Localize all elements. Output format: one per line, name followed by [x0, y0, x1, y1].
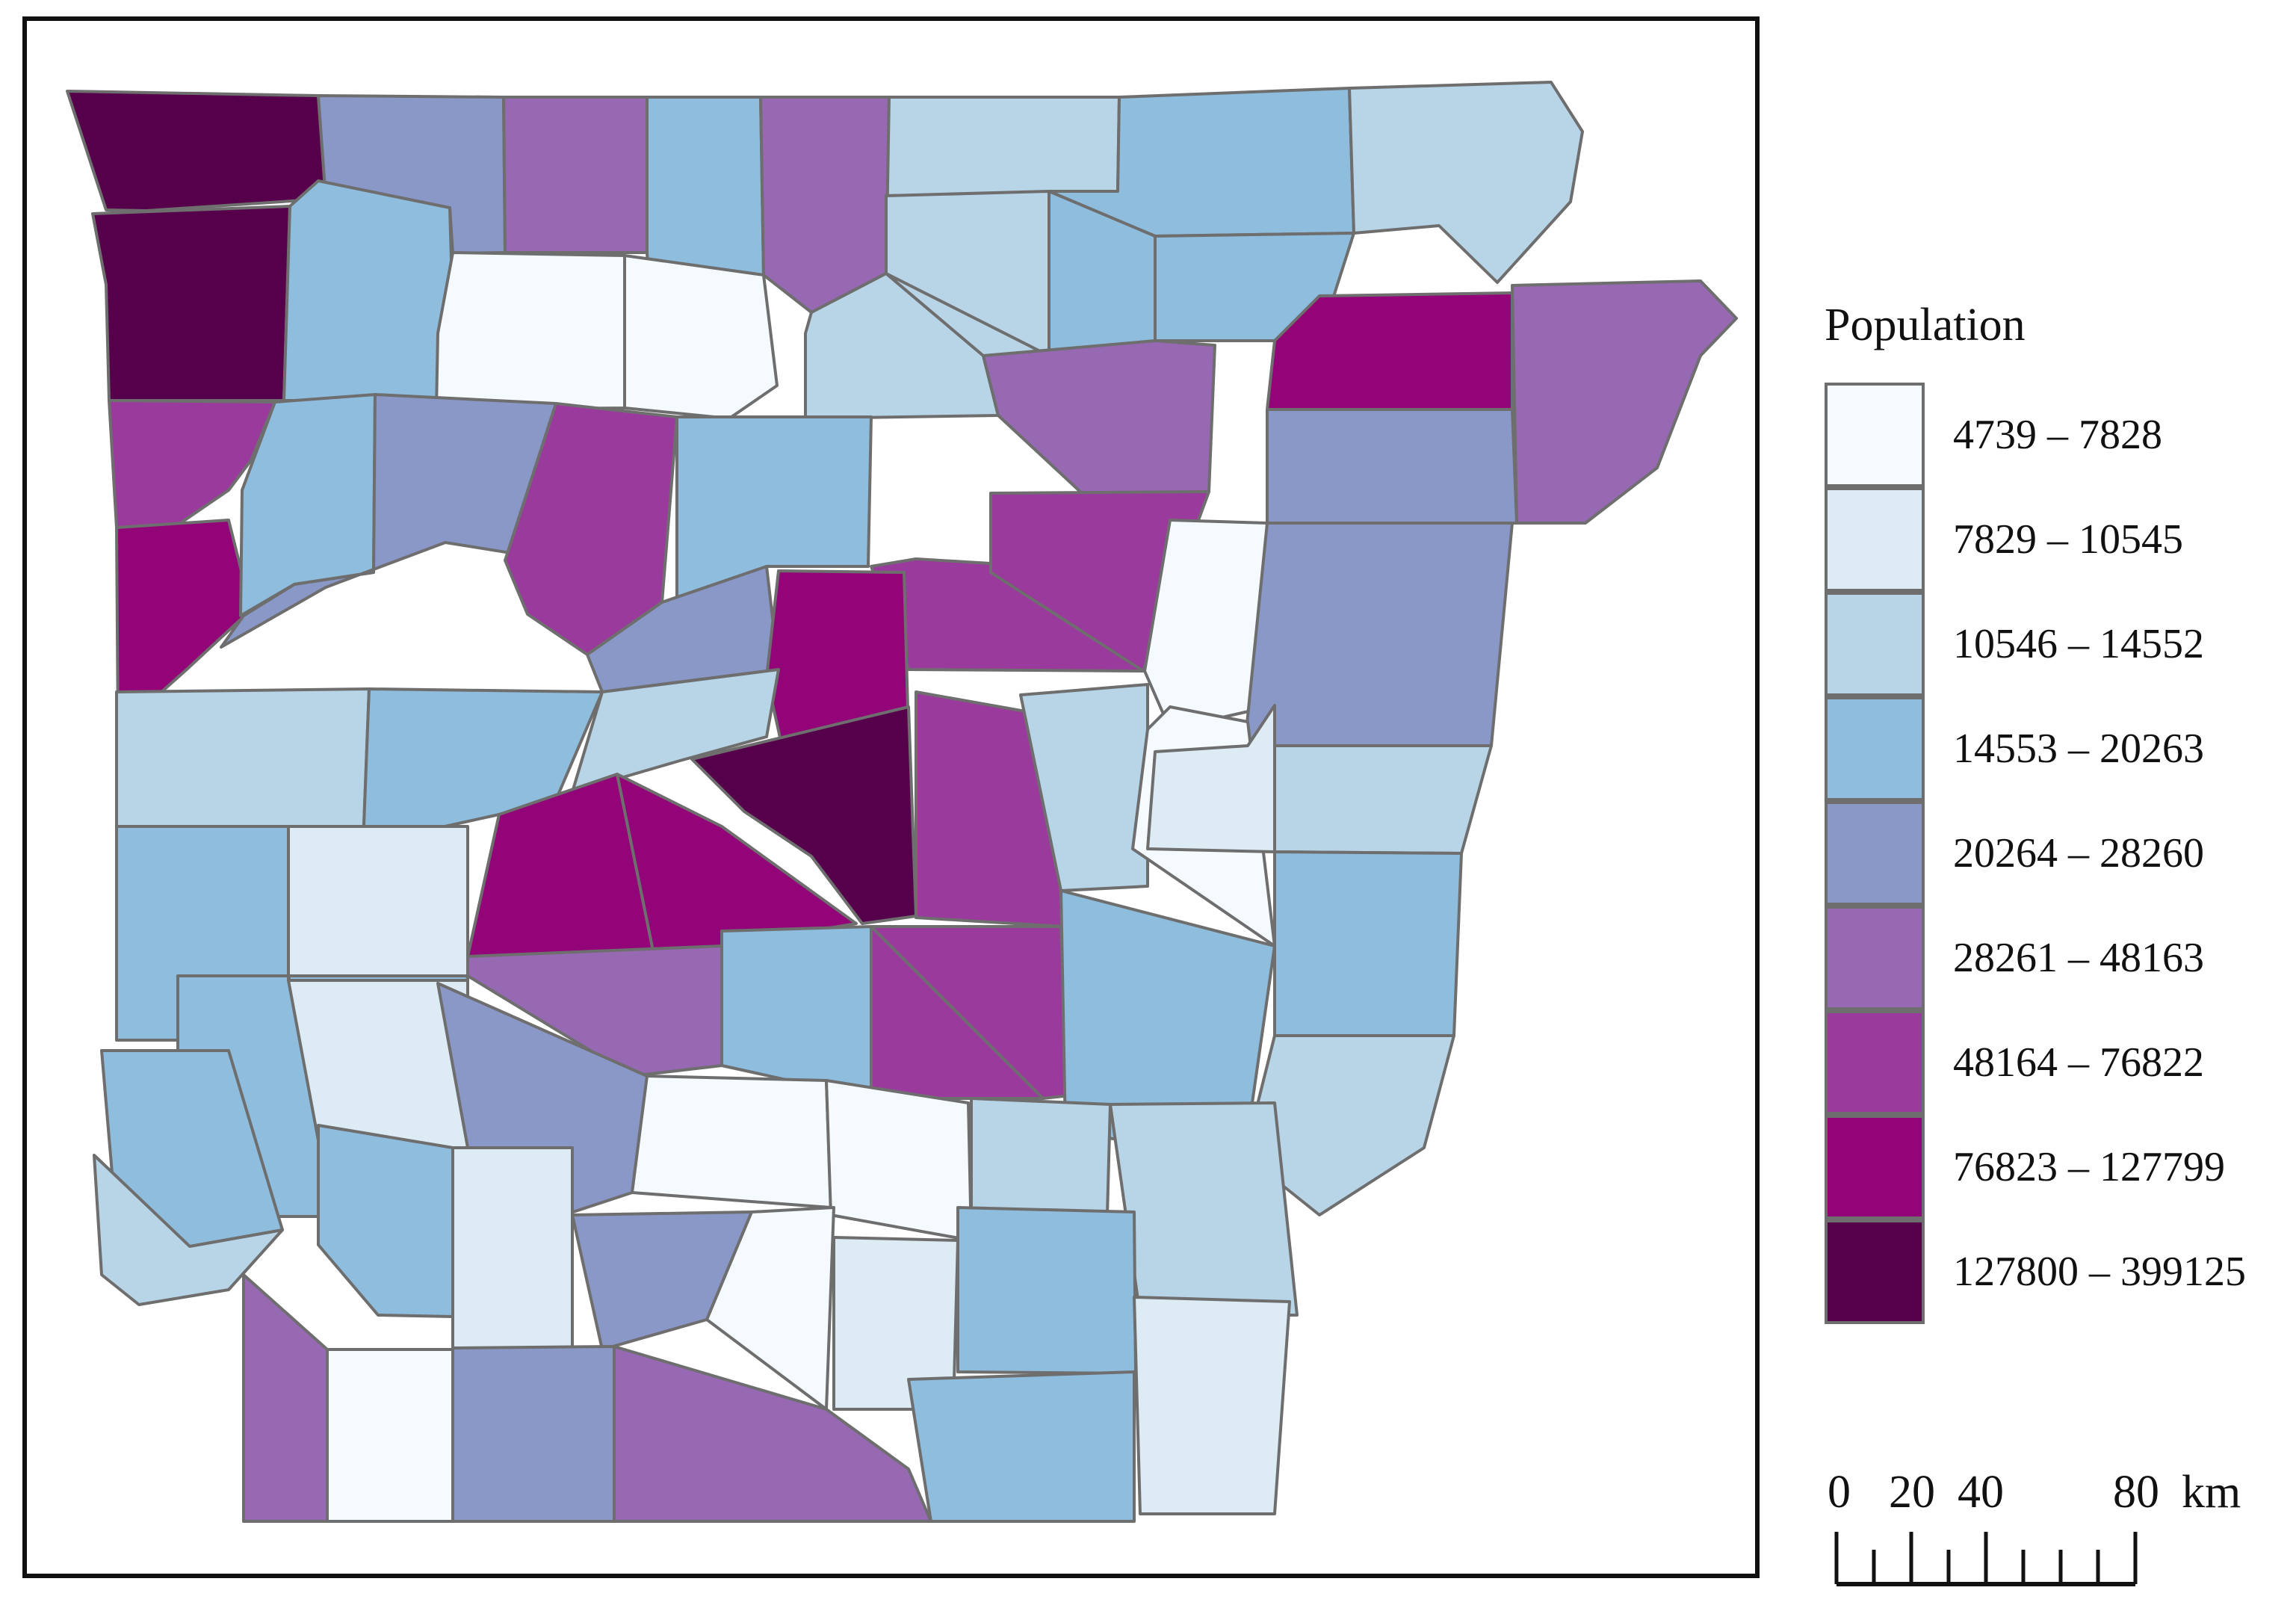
county-union[interactable] — [613, 1345, 932, 1523]
county-craighead[interactable] — [1266, 291, 1514, 411]
county-conway[interactable] — [571, 668, 780, 794]
county-benton[interactable] — [66, 90, 327, 212]
legend-label: 7829 – 10545 — [1953, 516, 2183, 563]
county-logan[interactable] — [115, 687, 371, 846]
county-map[interactable] — [27, 21, 1755, 1574]
county-dallas[interactable] — [631, 1075, 832, 1209]
county-independence[interactable] — [982, 339, 1216, 495]
county-cleveland[interactable] — [825, 1079, 973, 1242]
scale-unit: km — [2182, 1467, 2241, 1518]
legend-swatch — [1825, 1219, 1925, 1324]
county-lee[interactable] — [1273, 850, 1463, 1037]
county-mississippi[interactable] — [1511, 279, 1738, 525]
legend-swatch — [1825, 1010, 1925, 1115]
county-little-river[interactable] — [93, 1154, 284, 1306]
county-van-buren[interactable] — [675, 415, 873, 604]
county-clay[interactable] — [1348, 81, 1584, 284]
county-searcy[interactable] — [623, 254, 779, 420]
county-washington[interactable] — [91, 205, 291, 402]
legend-label: 48164 – 76822 — [1953, 1039, 2204, 1086]
county-cross[interactable] — [1243, 522, 1514, 747]
legend-item: 4739 – 7828 — [1825, 383, 2288, 487]
legend-swatch — [1825, 696, 1925, 801]
county-miller[interactable] — [242, 1273, 329, 1523]
legend-title: Population — [1825, 300, 2026, 350]
scale-label-0: 0 — [1828, 1467, 1851, 1518]
legend-swatch — [1825, 1115, 1925, 1219]
legend-label: 28261 – 48163 — [1953, 935, 2204, 981]
county-prairie[interactable] — [1019, 683, 1149, 892]
legend-item: 20264 – 28260 — [1825, 801, 2288, 906]
legend-label: 10546 – 14552 — [1953, 621, 2204, 667]
county-chicot[interactable] — [1133, 1296, 1291, 1515]
legend-swatch — [1825, 487, 1925, 592]
legend-item: 48164 – 76822 — [1825, 1010, 2288, 1115]
legend-item: 7829 – 10545 — [1825, 487, 2288, 592]
county-baxter[interactable] — [759, 96, 891, 314]
county-newton[interactable] — [435, 251, 626, 411]
county-lafayette[interactable] — [326, 1348, 454, 1523]
legend-label: 14553 – 20263 — [1953, 726, 2204, 772]
legend-swatch — [1825, 801, 1925, 906]
legend-item: 76823 – 127799 — [1825, 1115, 2288, 1219]
legend: 4739 – 7828 7829 – 10545 10546 – 14552 1… — [1825, 383, 2288, 1324]
legend-swatch — [1825, 383, 1925, 487]
legend-swatch — [1825, 906, 1925, 1010]
scale-label-20: 20 — [1889, 1467, 1935, 1518]
county-garland[interactable] — [466, 944, 723, 1077]
county-marion[interactable] — [646, 96, 765, 276]
map-frame — [22, 16, 1760, 1578]
scale-bar — [1834, 1532, 2138, 1586]
county-desha[interactable] — [1109, 1101, 1299, 1317]
county-montgomery[interactable] — [287, 825, 469, 982]
county-st-francis[interactable] — [1146, 704, 1276, 853]
scale-label-80: 80 — [2113, 1467, 2159, 1518]
legend-label: 76823 – 127799 — [1953, 1144, 2225, 1190]
county-hempstead[interactable] — [317, 1124, 454, 1318]
county-pulaski[interactable] — [690, 705, 918, 925]
county-hot-spring[interactable] — [720, 925, 873, 1100]
county-poinsett[interactable] — [1266, 408, 1518, 525]
county-ashley[interactable] — [907, 1370, 1136, 1523]
legend-item: 10546 – 14552 — [1825, 592, 2288, 696]
legend-item: 14553 – 20263 — [1825, 696, 2288, 801]
county-crittenden[interactable] — [1266, 744, 1493, 855]
legend-swatch — [1825, 592, 1925, 696]
legend-label: 127800 – 399125 — [1953, 1249, 2246, 1295]
county-drew[interactable] — [956, 1206, 1137, 1375]
legend-item: 28261 – 48163 — [1825, 906, 2288, 1010]
county-columbia[interactable] — [451, 1345, 616, 1523]
legend-label: 4739 – 7828 — [1953, 412, 2162, 458]
legend-item: 127800 – 399125 — [1825, 1219, 2288, 1324]
legend-label: 20264 – 28260 — [1953, 830, 2204, 876]
county-boone[interactable] — [502, 96, 649, 254]
scale-label-40: 40 — [1958, 1467, 2004, 1518]
county-nevada[interactable] — [451, 1146, 574, 1349]
county-madison[interactable] — [282, 179, 454, 402]
